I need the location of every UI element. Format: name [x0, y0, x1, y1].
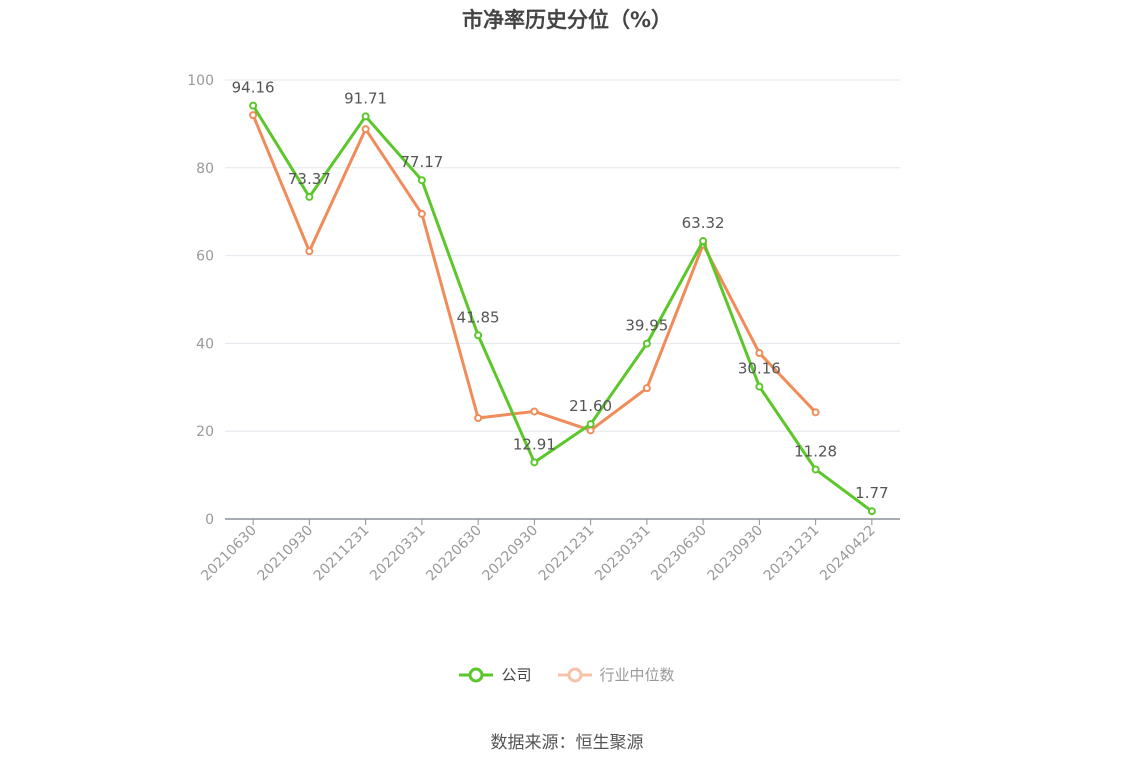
data-point-industry-median [642, 384, 651, 393]
data-point-industry-median [249, 111, 258, 120]
data-label: 12.91 [513, 435, 556, 453]
x-tick-label: 20211231 [311, 523, 373, 585]
y-tick-label: 20 [196, 424, 214, 440]
chart-title: 市净率历史分位（%） [461, 8, 673, 32]
legend-item-company[interactable]: 公司 [459, 664, 532, 685]
y-tick-label: 80 [196, 161, 214, 177]
data-point-company [811, 465, 820, 474]
x-tick-label: 20221231 [536, 523, 598, 585]
x-tick-label: 20220630 [423, 523, 485, 585]
x-tick-label: 20230930 [704, 523, 766, 585]
data-point-industry-median [811, 408, 820, 417]
data-point-industry-median [417, 209, 426, 218]
x-tick-label: 20240422 [817, 523, 879, 585]
x-tick-label: 20210630 [198, 523, 260, 585]
data-label: 94.16 [232, 79, 275, 97]
data-label: 63.32 [682, 214, 725, 232]
data-label: 39.95 [625, 317, 668, 335]
x-tick-label: 20231231 [761, 523, 823, 585]
legend: 公司 行业中位数 [0, 664, 1134, 685]
data-point-industry-median [474, 414, 483, 423]
data-point-company [642, 339, 651, 348]
y-tick-label: 60 [196, 249, 214, 265]
data-point-industry-median [305, 247, 314, 256]
x-tick-label: 20230630 [648, 523, 710, 585]
data-label: 1.77 [855, 484, 888, 502]
data-point-company [867, 507, 876, 516]
x-tick-label: 20220331 [367, 523, 429, 585]
data-label: 91.71 [344, 89, 387, 107]
data-point-company [305, 192, 314, 201]
data-label: 77.17 [400, 153, 443, 171]
data-label: 11.28 [794, 442, 837, 460]
legend-line-marker-icon [557, 667, 592, 682]
data-point-company [530, 458, 539, 467]
series-line-industry-median [251, 114, 817, 432]
x-tick-label: 20220930 [479, 523, 541, 585]
legend-label-company: 公司 [501, 666, 532, 684]
data-point-industry-median [586, 426, 595, 435]
legend-item-industry-median[interactable]: 行业中位数 [557, 664, 675, 685]
data-point-company [586, 420, 595, 429]
y-tick-label: 0 [205, 512, 214, 528]
y-tick-label: 40 [196, 336, 214, 352]
data-point-company [361, 112, 370, 121]
data-label: 21.60 [569, 397, 612, 415]
data-point-industry-median [530, 407, 539, 416]
data-point-company [249, 101, 258, 110]
data-point-company [755, 382, 764, 391]
data-point-company [474, 331, 483, 340]
data-label: 73.37 [288, 170, 331, 188]
x-tick-label: 20230331 [592, 523, 654, 585]
data-source-note: 数据来源：恒生聚源 [490, 733, 644, 753]
x-tick-label: 20210930 [254, 523, 316, 585]
data-label: 30.16 [738, 360, 781, 378]
series-line-company [251, 104, 873, 513]
data-point-industry-median [755, 349, 764, 358]
legend-label-industry-median: 行业中位数 [599, 666, 675, 684]
y-tick-label: 100 [187, 73, 214, 89]
data-point-company [417, 176, 426, 185]
data-label: 41.85 [457, 308, 500, 326]
data-point-company [699, 237, 708, 246]
legend-line-marker-icon [459, 667, 494, 682]
data-point-industry-median [361, 125, 370, 134]
